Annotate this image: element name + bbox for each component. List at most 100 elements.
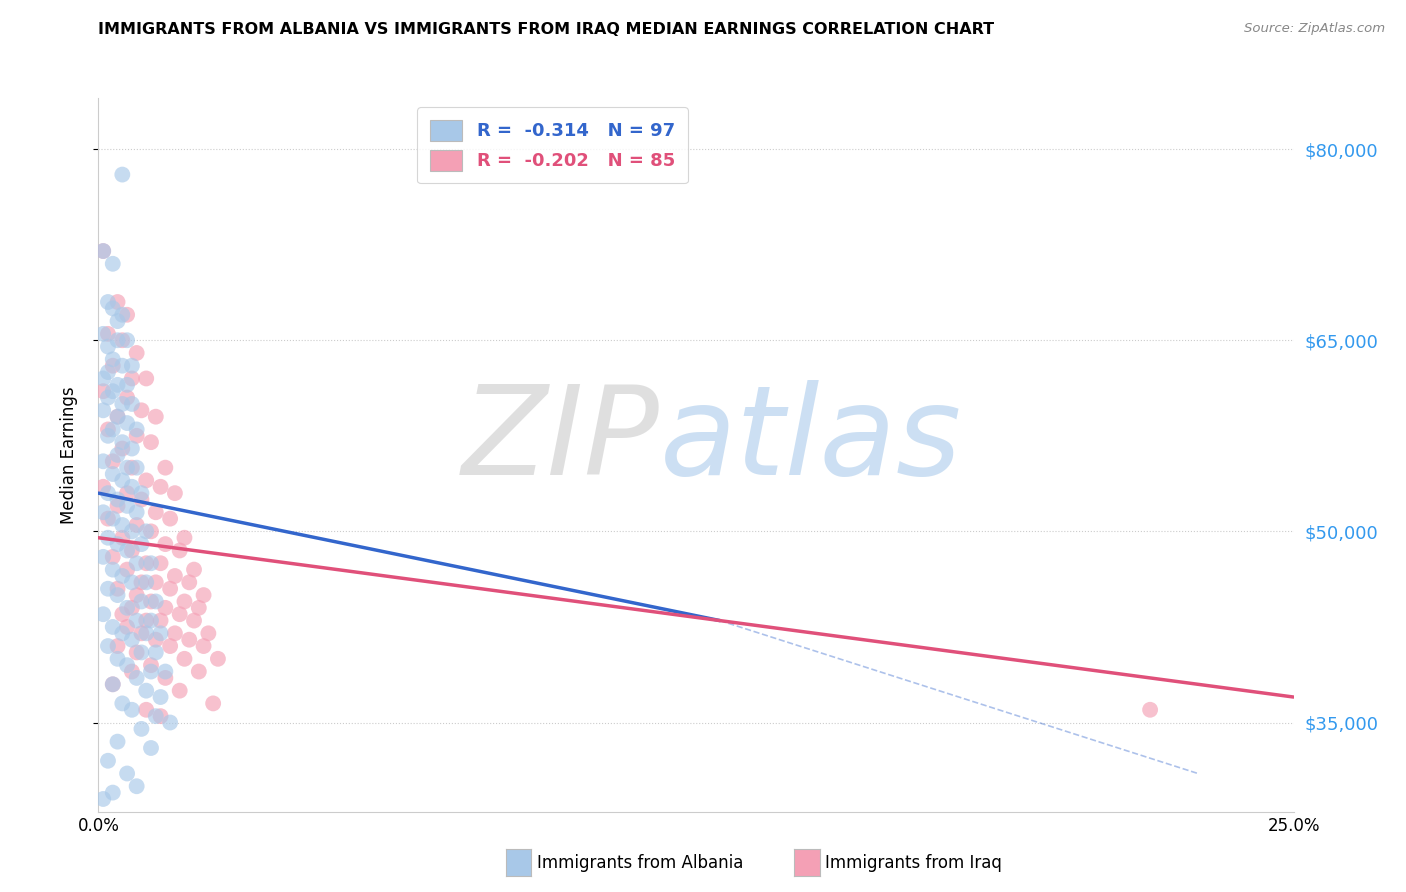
Point <box>107 448 129 462</box>
Point <box>131 722 153 736</box>
Point <box>121 460 143 475</box>
Text: Immigrants from Albania: Immigrants from Albania <box>537 854 744 871</box>
Point <box>111 607 134 622</box>
Point <box>101 549 124 564</box>
Point <box>187 600 209 615</box>
Point <box>115 333 138 347</box>
Point <box>97 639 120 653</box>
Point <box>125 556 148 570</box>
Point <box>101 467 124 481</box>
Point <box>121 632 143 647</box>
Point <box>125 588 148 602</box>
Point <box>121 575 143 590</box>
Point <box>1139 703 1161 717</box>
Point <box>121 397 143 411</box>
Point <box>139 741 162 756</box>
Point <box>97 429 120 443</box>
Point <box>155 665 177 679</box>
Point <box>193 588 215 602</box>
Point <box>159 582 181 596</box>
Point <box>115 499 138 513</box>
Point <box>91 244 114 258</box>
Point <box>131 594 153 608</box>
Point <box>107 377 129 392</box>
Point <box>111 474 134 488</box>
Point <box>125 460 148 475</box>
Point <box>97 582 120 596</box>
Point <box>149 690 172 704</box>
Point <box>97 326 120 341</box>
Point <box>107 295 129 310</box>
Point <box>111 697 134 711</box>
Point <box>135 575 157 590</box>
Text: IMMIGRANTS FROM ALBANIA VS IMMIGRANTS FROM IRAQ MEDIAN EARNINGS CORRELATION CHAR: IMMIGRANTS FROM ALBANIA VS IMMIGRANTS FR… <box>98 22 994 37</box>
Point <box>131 575 153 590</box>
Point <box>121 665 143 679</box>
Point <box>155 671 177 685</box>
Point <box>159 639 181 653</box>
Point <box>125 614 148 628</box>
Point <box>91 384 114 399</box>
Point <box>91 403 114 417</box>
Point <box>101 620 124 634</box>
Point <box>97 422 120 436</box>
Point <box>155 460 177 475</box>
Point <box>121 359 143 373</box>
Point <box>107 537 129 551</box>
Point <box>111 359 134 373</box>
Point <box>169 543 191 558</box>
Point <box>107 492 129 507</box>
Point <box>111 518 134 533</box>
Point <box>202 697 225 711</box>
Point <box>145 505 167 519</box>
Point <box>91 244 114 258</box>
Point <box>135 474 157 488</box>
Point <box>101 422 124 436</box>
Point <box>135 556 157 570</box>
Point <box>91 792 114 806</box>
Point <box>121 442 143 456</box>
Point <box>111 626 134 640</box>
Point <box>107 734 129 748</box>
Point <box>125 422 148 436</box>
Point <box>115 460 138 475</box>
Point <box>101 301 124 316</box>
Point <box>139 658 162 673</box>
Point <box>149 614 172 628</box>
Point <box>183 614 205 628</box>
Point <box>101 454 124 468</box>
Point <box>97 340 120 354</box>
Point <box>101 677 124 691</box>
Point <box>149 556 172 570</box>
Point <box>111 397 134 411</box>
Point <box>149 626 172 640</box>
Point <box>101 786 124 800</box>
Point <box>107 314 129 328</box>
Point <box>107 499 129 513</box>
Point <box>145 594 167 608</box>
Point <box>101 563 124 577</box>
Point <box>97 365 120 379</box>
Point <box>121 524 143 539</box>
Point <box>159 715 181 730</box>
Point <box>125 505 148 519</box>
Point <box>159 511 181 525</box>
Point <box>169 683 191 698</box>
Text: atlas: atlas <box>661 380 962 501</box>
Point <box>101 352 124 367</box>
Point <box>91 480 114 494</box>
Point <box>125 518 148 533</box>
Point <box>111 308 134 322</box>
Point <box>183 563 205 577</box>
Point <box>91 371 114 385</box>
Point <box>91 326 114 341</box>
Point <box>125 429 148 443</box>
Point <box>101 257 124 271</box>
Point <box>139 594 162 608</box>
Point <box>121 543 143 558</box>
Point <box>107 333 129 347</box>
Point <box>101 677 124 691</box>
Point <box>97 511 120 525</box>
Point <box>121 600 143 615</box>
Point <box>101 511 124 525</box>
